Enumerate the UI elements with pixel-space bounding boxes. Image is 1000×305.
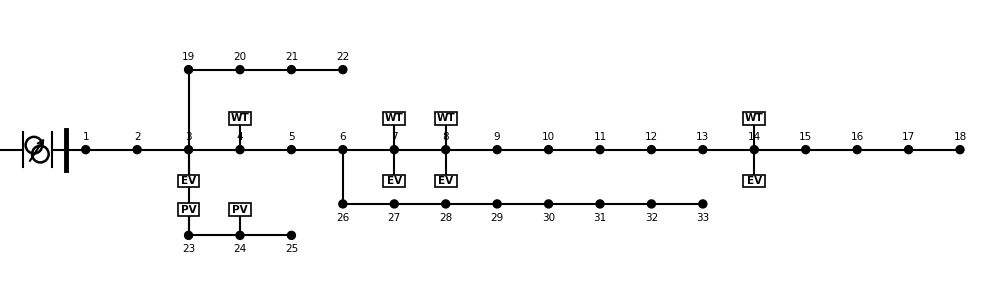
Text: 17: 17 [902, 132, 915, 142]
Circle shape [442, 146, 450, 154]
FancyBboxPatch shape [383, 175, 405, 187]
Circle shape [236, 66, 244, 74]
Circle shape [185, 231, 193, 239]
Circle shape [905, 146, 913, 154]
Circle shape [339, 200, 347, 208]
FancyBboxPatch shape [743, 175, 765, 187]
Circle shape [545, 146, 553, 154]
Text: 21: 21 [285, 52, 298, 62]
Circle shape [133, 146, 141, 154]
Text: 26: 26 [336, 213, 349, 223]
Text: 5: 5 [288, 132, 295, 142]
FancyBboxPatch shape [743, 112, 765, 124]
Text: 15: 15 [799, 132, 812, 142]
Text: WT: WT [745, 113, 764, 123]
Text: 11: 11 [593, 132, 607, 142]
FancyBboxPatch shape [435, 175, 457, 187]
Circle shape [236, 231, 244, 239]
FancyBboxPatch shape [178, 203, 199, 216]
Circle shape [853, 146, 861, 154]
Circle shape [287, 66, 295, 74]
Circle shape [339, 66, 347, 74]
Circle shape [596, 200, 604, 208]
Text: 24: 24 [233, 245, 247, 254]
Circle shape [647, 200, 655, 208]
FancyBboxPatch shape [435, 112, 457, 124]
FancyBboxPatch shape [178, 175, 199, 187]
Circle shape [956, 146, 964, 154]
Text: 12: 12 [645, 132, 658, 142]
Text: EV: EV [181, 176, 196, 186]
Circle shape [185, 146, 193, 154]
Circle shape [596, 146, 604, 154]
Text: PV: PV [181, 205, 196, 215]
Text: 30: 30 [542, 213, 555, 223]
Circle shape [699, 146, 707, 154]
Text: 29: 29 [491, 213, 504, 223]
Text: 33: 33 [696, 213, 709, 223]
Text: 10: 10 [542, 132, 555, 142]
Text: WT: WT [231, 113, 249, 123]
Text: 18: 18 [953, 132, 967, 142]
Circle shape [442, 200, 450, 208]
Text: 19: 19 [182, 52, 195, 62]
Text: WT: WT [385, 113, 404, 123]
Text: 7: 7 [391, 132, 398, 142]
Circle shape [236, 146, 244, 154]
FancyBboxPatch shape [229, 203, 251, 216]
Circle shape [493, 200, 501, 208]
Text: 23: 23 [182, 245, 195, 254]
Circle shape [185, 66, 193, 74]
Text: PV: PV [232, 205, 248, 215]
Text: 32: 32 [645, 213, 658, 223]
Circle shape [493, 146, 501, 154]
FancyBboxPatch shape [383, 112, 405, 124]
Text: 3: 3 [185, 132, 192, 142]
Text: 13: 13 [696, 132, 709, 142]
FancyBboxPatch shape [229, 112, 251, 124]
Text: 14: 14 [748, 132, 761, 142]
Circle shape [390, 200, 398, 208]
Circle shape [647, 146, 655, 154]
Circle shape [287, 146, 295, 154]
Text: WT: WT [436, 113, 455, 123]
Text: 27: 27 [388, 213, 401, 223]
Text: 2: 2 [134, 132, 140, 142]
Text: 22: 22 [336, 52, 349, 62]
Circle shape [699, 200, 707, 208]
Circle shape [287, 231, 295, 239]
Text: 4: 4 [237, 132, 243, 142]
Circle shape [802, 146, 810, 154]
Text: EV: EV [438, 176, 453, 186]
Circle shape [339, 146, 347, 154]
Text: 16: 16 [851, 132, 864, 142]
Text: EV: EV [387, 176, 402, 186]
Text: 28: 28 [439, 213, 452, 223]
Text: EV: EV [747, 176, 762, 186]
Text: 9: 9 [494, 132, 500, 142]
Text: 8: 8 [442, 132, 449, 142]
Circle shape [390, 146, 398, 154]
Circle shape [750, 146, 758, 154]
Text: 6: 6 [340, 132, 346, 142]
Text: 31: 31 [593, 213, 607, 223]
Circle shape [82, 146, 90, 154]
Text: 20: 20 [233, 52, 247, 62]
Circle shape [545, 200, 553, 208]
Text: 1: 1 [82, 132, 89, 142]
Text: 25: 25 [285, 245, 298, 254]
